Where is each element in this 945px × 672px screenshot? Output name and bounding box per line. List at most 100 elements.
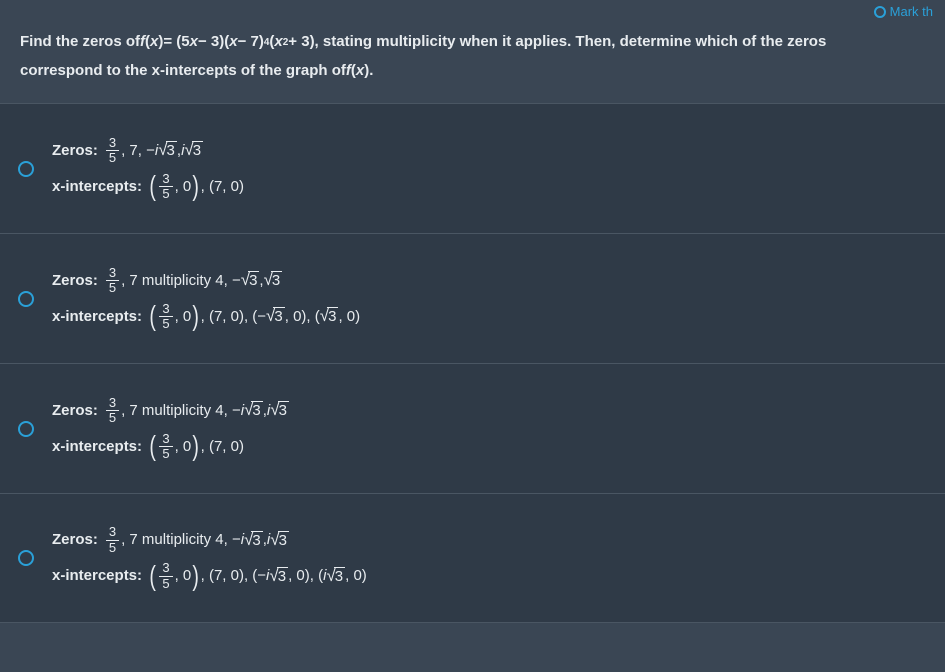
zeros-row: Zeros:35, 7 multiplicity 4, −√3, √3 (52, 263, 360, 299)
sqrt-icon: √3 (244, 401, 263, 420)
fraction-denominator: 5 (106, 541, 119, 555)
sqrt-icon: √3 (184, 141, 203, 160)
header-bar: Mark th (0, 0, 945, 18)
fraction: 35 (106, 525, 119, 555)
xintercepts-row: x-intercepts:(35, 0), (7, 0), (−i√3, 0),… (52, 558, 367, 594)
sqrt-icon: √3 (320, 307, 339, 326)
paren-icon: ) (193, 435, 200, 457)
radicand: 3 (278, 401, 289, 420)
radio-button[interactable] (18, 421, 34, 437)
fraction: 35 (159, 432, 172, 462)
quiz-container: Mark th Find the zeros of f (x) = (5x − … (0, 0, 945, 672)
radicand: 3 (277, 567, 288, 586)
fraction-denominator: 5 (106, 151, 119, 165)
xintercepts-row: x-intercepts: (35, 0), (7, 0) (52, 429, 289, 465)
xint-label: x-intercepts: (52, 558, 142, 594)
answer-option-0[interactable]: Zeros:35, 7, −i√3, i√3x-intercepts:(35, … (0, 103, 945, 233)
fraction-numerator: 3 (106, 266, 119, 281)
zeros-text: , 7 multiplicity 4, − (121, 263, 241, 299)
sqrt-icon: √3 (326, 567, 345, 586)
sqrt-icon: √3 (264, 271, 283, 290)
fraction-denominator: 5 (159, 187, 172, 201)
xi-mid: , (7, 0) (201, 429, 244, 465)
zeros-text: , 7 multiplicity 4, − (121, 522, 241, 558)
answer-option-1[interactable]: Zeros:35, 7 multiplicity 4, −√3, √3x-int… (0, 233, 945, 363)
coord: , 0 (175, 558, 192, 594)
fraction-denominator: 5 (106, 281, 119, 295)
q-var1: x (150, 28, 158, 57)
radicand: 3 (334, 567, 345, 586)
paren-icon: ( (149, 175, 156, 197)
answer-option-2[interactable]: Zeros:35, 7 multiplicity 4, −i√3, i√3x-i… (0, 363, 945, 493)
sqrt-icon: √3 (270, 401, 289, 420)
sqrt-icon: √3 (158, 141, 177, 160)
q-var2: x (190, 28, 198, 57)
fraction-numerator: 3 (159, 432, 172, 447)
xi-end: , 0) (345, 558, 367, 594)
sep: , 0), ( (288, 558, 323, 594)
radicand: 3 (251, 531, 262, 550)
zeros-label: Zeros: (52, 393, 98, 429)
zeros-label: Zeros: (52, 522, 98, 558)
zeros-label: Zeros: (52, 263, 98, 299)
paren-icon: ) (193, 565, 200, 587)
zeros-text: , 7 multiplicity 4, − (121, 393, 241, 429)
xi-mid: , (7, 0), (− (201, 299, 266, 335)
q-var4: x (274, 28, 282, 57)
xintercepts-row: x-intercepts:(35, 0), (7, 0), (−√3, 0), … (52, 299, 360, 335)
radicand: 3 (166, 141, 177, 160)
q-line2b: . (369, 57, 373, 86)
radio-button[interactable] (18, 161, 34, 177)
fraction-numerator: 3 (106, 136, 119, 151)
fraction: 35 (159, 561, 172, 591)
q-1e: + 3), stating multiplicity when it appli… (288, 28, 826, 57)
paren-icon: ( (149, 565, 156, 587)
sqrt-icon: √3 (244, 531, 263, 550)
fraction-denominator: 5 (106, 411, 119, 425)
radio-button[interactable] (18, 550, 34, 566)
q-1b: − 3)( (198, 28, 229, 57)
xi-mid: , (7, 0) (201, 169, 244, 205)
mark-label: Mark th (890, 4, 933, 19)
fraction-numerator: 3 (106, 396, 119, 411)
radicand: 3 (273, 307, 284, 326)
radicand: 3 (192, 141, 203, 160)
q-var3: x (229, 28, 237, 57)
xi-mid: , (7, 0), (− (201, 558, 266, 594)
mark-circle-icon (874, 6, 886, 18)
zeros-text: , 7, − (121, 133, 155, 169)
fraction-denominator: 5 (159, 317, 172, 331)
q-prefix: Find the zeros of (20, 28, 140, 57)
coord: , 0 (175, 299, 192, 335)
zeros-row: Zeros:35, 7 multiplicity 4, −i√3, i√3 (52, 393, 289, 429)
radicand: 3 (278, 531, 289, 550)
paren-icon: ) (193, 305, 200, 327)
zeros-row: Zeros:35, 7, −i√3, i√3 (52, 133, 244, 169)
fraction-numerator: 3 (159, 172, 172, 187)
q-var5: x (356, 57, 364, 86)
sqrt-icon: √3 (241, 271, 260, 290)
option-content: Zeros:35, 7 multiplicity 4, −i√3, i√3x-i… (52, 522, 367, 594)
radicand: 3 (251, 401, 262, 420)
option-content: Zeros:35, 7 multiplicity 4, −i√3, i√3x-i… (52, 393, 289, 465)
coord: , 0 (175, 429, 192, 465)
fraction: 35 (106, 136, 119, 166)
xint-label: x-intercepts: (52, 299, 142, 335)
options-list: Zeros:35, 7, −i√3, i√3x-intercepts:(35, … (0, 103, 945, 672)
mark-this-link[interactable]: Mark th (874, 4, 933, 19)
coord: , 0 (175, 169, 192, 205)
sep: , 0), ( (285, 299, 320, 335)
xintercepts-row: x-intercepts:(35, 0), (7, 0) (52, 169, 244, 205)
radio-button[interactable] (18, 291, 34, 307)
answer-option-3[interactable]: Zeros:35, 7 multiplicity 4, −i√3, i√3x-i… (0, 493, 945, 623)
radicand: 3 (271, 271, 282, 290)
sqrt-icon: √3 (269, 567, 288, 586)
radicand: 3 (327, 307, 338, 326)
fraction-denominator: 5 (159, 577, 172, 591)
paren-icon: ( (149, 435, 156, 457)
fraction-numerator: 3 (106, 525, 119, 540)
xint-label: x-intercepts: (52, 429, 142, 465)
fraction: 35 (159, 172, 172, 202)
fraction-denominator: 5 (159, 447, 172, 461)
fraction-numerator: 3 (159, 302, 172, 317)
